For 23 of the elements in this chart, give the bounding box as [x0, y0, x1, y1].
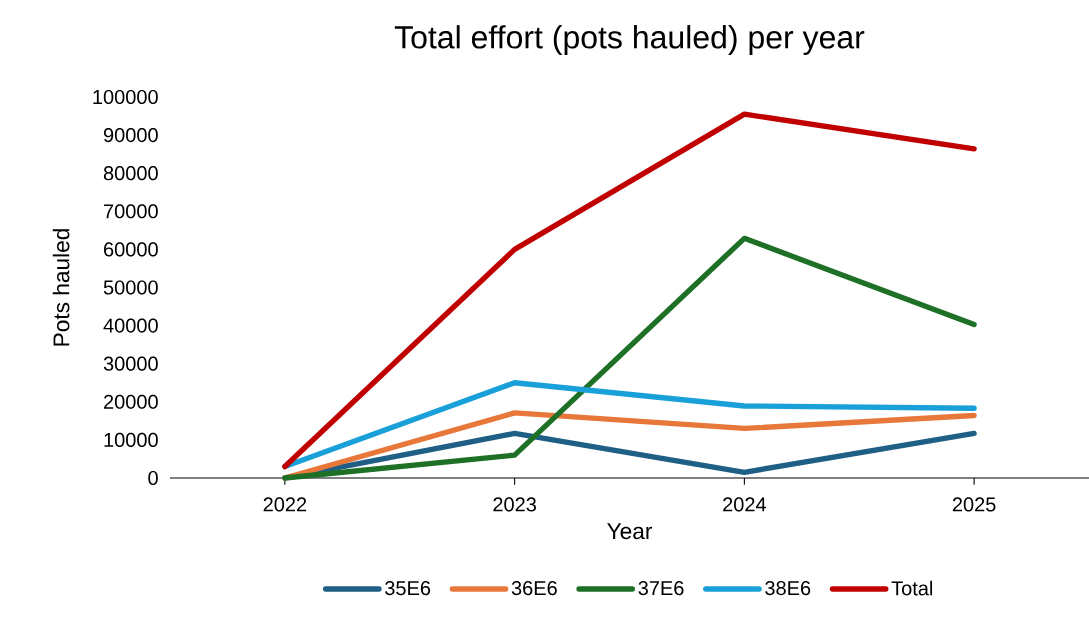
- y-axis-title: Pots hauled: [52, 229, 70, 346]
- y-tick-label: 90000: [103, 128, 158, 143]
- legend-label: Total: [891, 580, 933, 596]
- y-tick-label: 20000: [104, 394, 158, 409]
- y-tick-label: 100000: [93, 89, 158, 105]
- y-tick-label: 70000: [104, 204, 158, 219]
- x-axis-title: Year: [607, 523, 653, 540]
- y-tick-label: 10000: [104, 432, 158, 447]
- legend-label: 37E6: [638, 581, 684, 596]
- y-tick-label: 60000: [104, 242, 158, 257]
- chart-title: Total effort (pots hauled) per year: [394, 25, 865, 55]
- legend-label: 38E6: [765, 581, 811, 596]
- x-tick-label: 2025: [952, 497, 996, 512]
- y-tick-label: 30000: [103, 356, 158, 371]
- legend-label: 35E6: [385, 581, 431, 596]
- y-tick-label: 40000: [103, 318, 158, 333]
- x-tick-label: 2024: [723, 497, 767, 512]
- legend-label: 36E6: [511, 581, 557, 596]
- y-tick-label: 80000: [103, 166, 158, 181]
- x-tick-label: 2022: [263, 497, 307, 512]
- y-tick-label: 0: [148, 470, 158, 486]
- x-tick-label: 2023: [493, 497, 536, 512]
- y-tick-label: 50000: [103, 280, 158, 295]
